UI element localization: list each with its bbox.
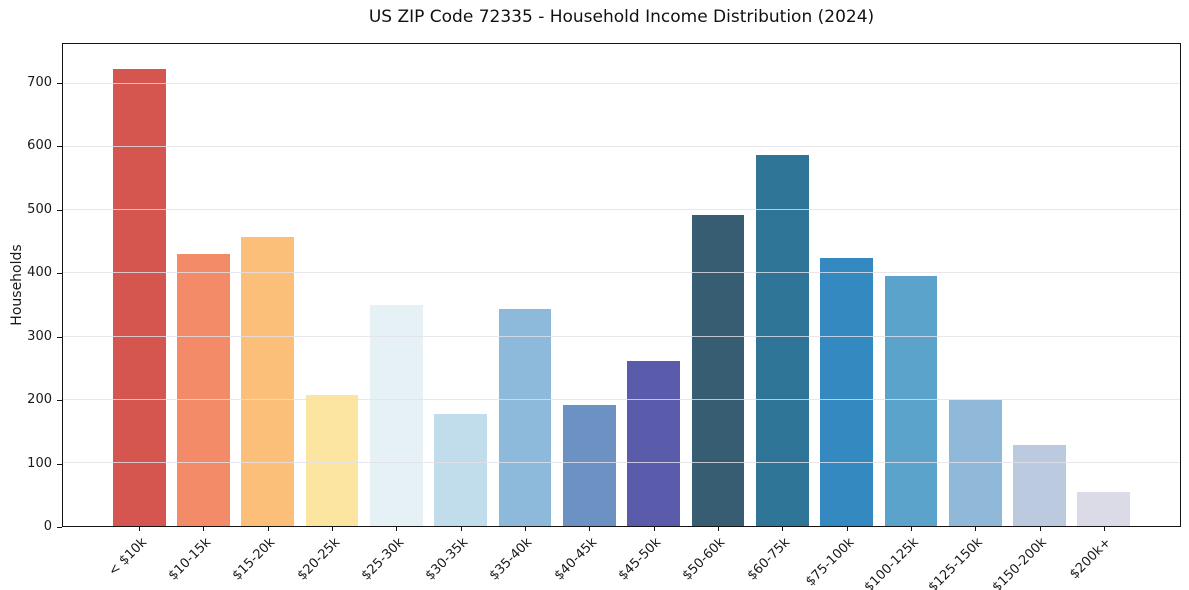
x-tick-label: $20-25k [294,535,343,584]
bar-slot: $100-125k [861,44,943,590]
bar-slot: $25-30k [359,44,428,583]
x-tick-label: $150-200k [989,535,1051,590]
y-tick-label: 300 [27,328,52,344]
x-tick-mark [1039,527,1041,531]
x-tick-label: $25-30k [358,535,408,584]
bar-slot: $15-20k [230,44,300,583]
y-tick-label: 600 [27,138,52,154]
bar-25-30k [370,304,423,526]
x-tick-mark [782,527,784,531]
bars-row: < $10k $10-15k $15-20k $20-25k $25-30k $30-35… [63,44,1180,590]
bar-slot: $35-40k [487,44,557,583]
x-tick-mark [525,527,527,531]
x-tick-mark [846,527,848,531]
y-tick-label: 500 [27,201,52,217]
bar-35-40k [498,309,552,526]
gridline [63,82,1180,84]
bar-30-35k [434,414,488,526]
bar-60-75k [755,154,809,526]
x-tick-label: $100-125k [861,535,922,590]
bar-slot: $200k+ [1067,44,1136,582]
bar-slot: $30-35k [423,44,493,583]
bar-40-45k [562,404,616,526]
y-tick-mark [57,400,62,402]
bar-200k [1077,491,1131,526]
plot-area: < $10k $10-15k $15-20k $20-25k $25-30k $30-35… [62,43,1181,590]
x-tick-mark [717,527,719,531]
x-tick-label: $75-100k [802,535,858,590]
y-tick-label: 0 [43,519,52,534]
y-tick-label: 200 [27,392,52,408]
x-tick-mark [267,527,269,531]
bar-10-15k [177,254,230,526]
bar-slot: $125-150k [926,44,1007,590]
bar-slot: $45-50k [616,44,686,583]
x-tick-mark [589,527,591,531]
x-tick-mark [975,527,977,531]
x-tick-mark [910,527,912,531]
x-tick-label: $35-40k [487,535,536,584]
y-tick-mark [57,82,62,84]
gridline [63,145,1180,147]
bar-10k [112,68,166,526]
x-tick-label: < $10k [105,535,150,580]
x-tick-mark [653,527,655,531]
x-tick-label: $45-50k [615,535,665,584]
x-tick-mark [139,527,141,531]
x-tick-label: $10-15k [165,535,215,584]
y-tick-mark [57,527,62,528]
y-tick-mark [57,273,62,275]
x-tick-label: $30-35k [422,535,472,584]
x-tick-label: $40-45k [551,535,600,584]
gridline [63,209,1180,211]
gridline [63,398,1180,400]
y-tick-label: 100 [27,455,52,471]
bar-125-150k [948,400,1002,526]
bar-slot: $75-100k [803,44,878,589]
x-tick-label: $200k+ [1067,535,1115,583]
x-tick-mark [332,527,334,531]
gridline [63,461,1180,463]
bar-100-125k [884,275,938,526]
bar-75-100k [820,258,873,526]
x-tick-mark [460,527,462,531]
x-tick-mark [396,527,398,531]
bar-slot: $10-15k [166,44,235,583]
x-tick-label: $60-75k [744,535,793,584]
y-tick-label: 400 [27,265,52,281]
bar-slot: $60-75k [744,44,814,583]
y-tick-mark [57,336,62,338]
bar-20-25k [305,394,359,526]
x-tick-label: $15-20k [229,535,279,584]
x-tick-label: $125-150k [925,535,986,590]
bar-150-200k [1013,445,1066,526]
bar-15-20k [241,236,295,526]
x-tick-mark [1103,527,1105,531]
bar-slot: $150-200k [990,44,1071,590]
bar-slot: $40-45k [551,44,621,583]
gridline [63,272,1180,274]
y-tick-label: 700 [27,74,52,90]
y-tick-mark [57,463,62,465]
bar-45-50k [627,361,681,526]
chart-title: US ZIP Code 72335 - Household Income Dis… [368,7,875,27]
bar-slot: $20-25k [294,44,364,583]
bar-slot: < $10k [106,44,171,579]
y-tick-mark [57,146,62,148]
x-tick-mark [203,527,205,531]
y-axis-label: Households [9,244,25,326]
x-tick-label: $50-60k [680,535,729,584]
y-tick-mark [57,209,62,211]
bar-slot: $50-60k [680,44,750,583]
bar-50-60k [691,214,745,526]
gridline [63,335,1180,337]
